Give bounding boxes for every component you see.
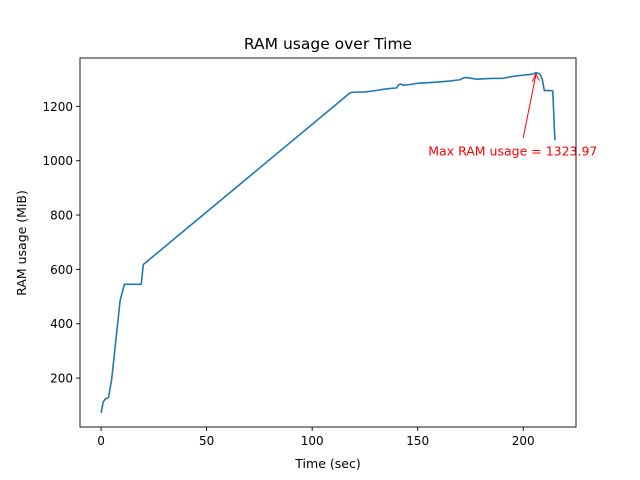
axes-frame [79, 57, 577, 428]
plot-area: 0 50 100 150 200 200 400 600 800 1000 1200 Max RAM … [42, 57, 597, 448]
chart-title: RAM usage over Time [244, 35, 412, 53]
y-tick-label: 600 [50, 263, 73, 277]
y-tick-label: 1200 [42, 100, 73, 114]
x-tick-label: 100 [301, 434, 324, 448]
y-tick-label: 200 [50, 372, 73, 386]
y-tick-label: 400 [50, 317, 73, 331]
x-tick-label: 150 [406, 434, 429, 448]
y-tick-label: 1000 [42, 154, 73, 168]
x-tick-label: 200 [512, 434, 535, 448]
x-tick-label: 50 [199, 434, 214, 448]
ram-usage-line [100, 71, 556, 414]
annotation-arrow-head [531, 72, 540, 82]
x-axis-label: Time (sec) [294, 456, 360, 471]
y-tick-label: 800 [50, 209, 73, 223]
annotation-label: Max RAM usage = 1323.97 [428, 143, 597, 158]
annotation-arrow-shaft [522, 74, 537, 138]
y-axis-label: RAM usage (MiB) [14, 190, 29, 296]
x-tick-label: 0 [97, 434, 105, 448]
